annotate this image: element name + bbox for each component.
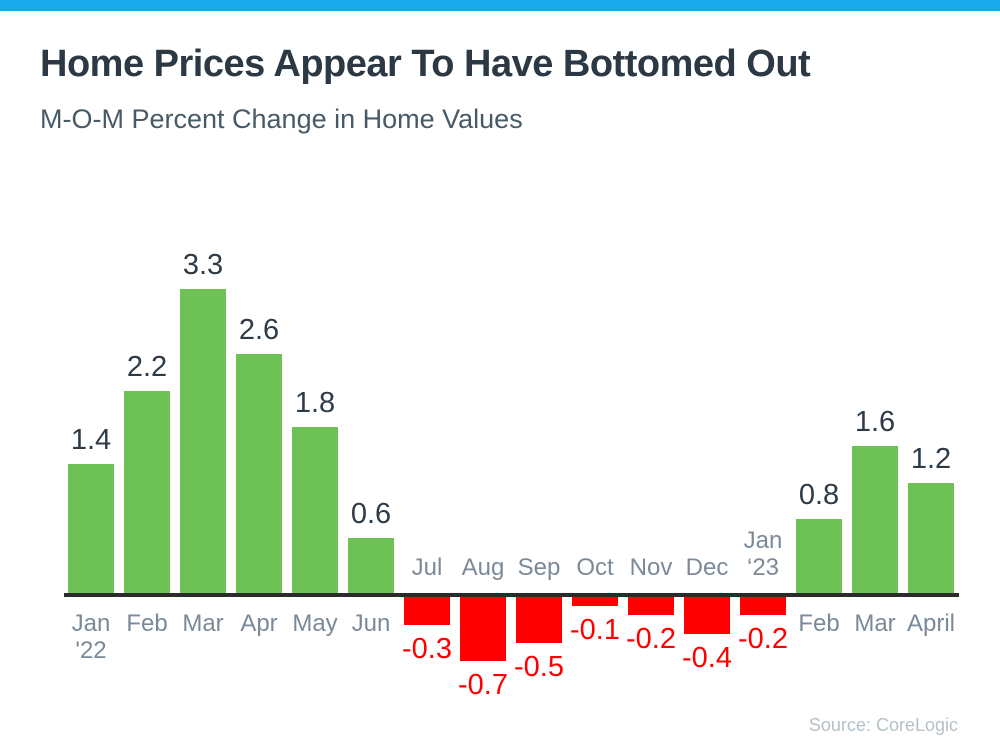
x-tick-label: Dec <box>685 554 729 581</box>
chart-title: Home Prices Appear To Have Bottomed Out <box>40 43 811 85</box>
bar <box>236 354 282 593</box>
bar <box>684 597 730 634</box>
x-tick-label: Sep <box>517 554 561 581</box>
bar-value-label: 0.6 <box>350 498 392 530</box>
bar-value-label: 1.6 <box>854 406 896 438</box>
bar-value-label: -0.5 <box>514 651 564 683</box>
bar-value-label: 0.8 <box>798 479 840 511</box>
x-tick-label: Nov <box>629 554 673 581</box>
bar-value-label: 3.3 <box>182 249 224 281</box>
source-credit: Source: CoreLogic <box>808 715 958 735</box>
x-tick-label: Apr <box>240 610 278 637</box>
bar-value-label: 2.2 <box>126 351 168 383</box>
bar-value-label: -0.7 <box>458 669 508 701</box>
x-tick-label: Mar <box>854 610 896 637</box>
chart-subtitle: M-O-M Percent Change in Home Values <box>40 104 523 134</box>
bar-value-label: -0.1 <box>570 614 620 646</box>
x-tick-label: Jan '22 <box>71 610 111 664</box>
x-tick-label: Feb <box>126 610 168 637</box>
x-tick-label: Mar <box>182 610 224 637</box>
bar-value-label: -0.3 <box>402 633 452 665</box>
bar-value-label: -0.4 <box>682 642 732 674</box>
bar <box>68 464 114 593</box>
bar-value-label: -0.2 <box>626 623 676 655</box>
top-accent-bar <box>0 0 1000 11</box>
x-tick-label: Jan ‘23 <box>743 527 783 581</box>
bar <box>124 391 170 593</box>
x-tick-label: Aug <box>461 554 505 581</box>
x-tick-label: Jul <box>411 554 443 581</box>
x-tick-label: Jun <box>351 610 391 637</box>
bar <box>348 538 394 593</box>
bar-value-label: 2.6 <box>238 314 280 346</box>
bar <box>740 597 786 615</box>
bar <box>852 446 898 593</box>
x-tick-label: April <box>906 610 955 637</box>
bar <box>796 519 842 593</box>
x-tick-label: Feb <box>798 610 840 637</box>
x-tick-label: May <box>292 610 338 637</box>
bar <box>572 597 618 606</box>
bar-value-label: -0.2 <box>738 623 788 655</box>
bar <box>404 597 450 625</box>
bar-value-label: 1.2 <box>910 443 952 475</box>
bar <box>460 597 506 661</box>
bar <box>292 427 338 593</box>
bar <box>180 289 226 593</box>
bar <box>908 483 954 593</box>
bar <box>628 597 674 615</box>
x-tick-label: Oct <box>576 554 614 581</box>
bar-value-label: 1.8 <box>294 387 336 419</box>
x-axis-line <box>64 593 959 597</box>
bar-value-label: 1.4 <box>70 424 112 456</box>
bar <box>516 597 562 643</box>
